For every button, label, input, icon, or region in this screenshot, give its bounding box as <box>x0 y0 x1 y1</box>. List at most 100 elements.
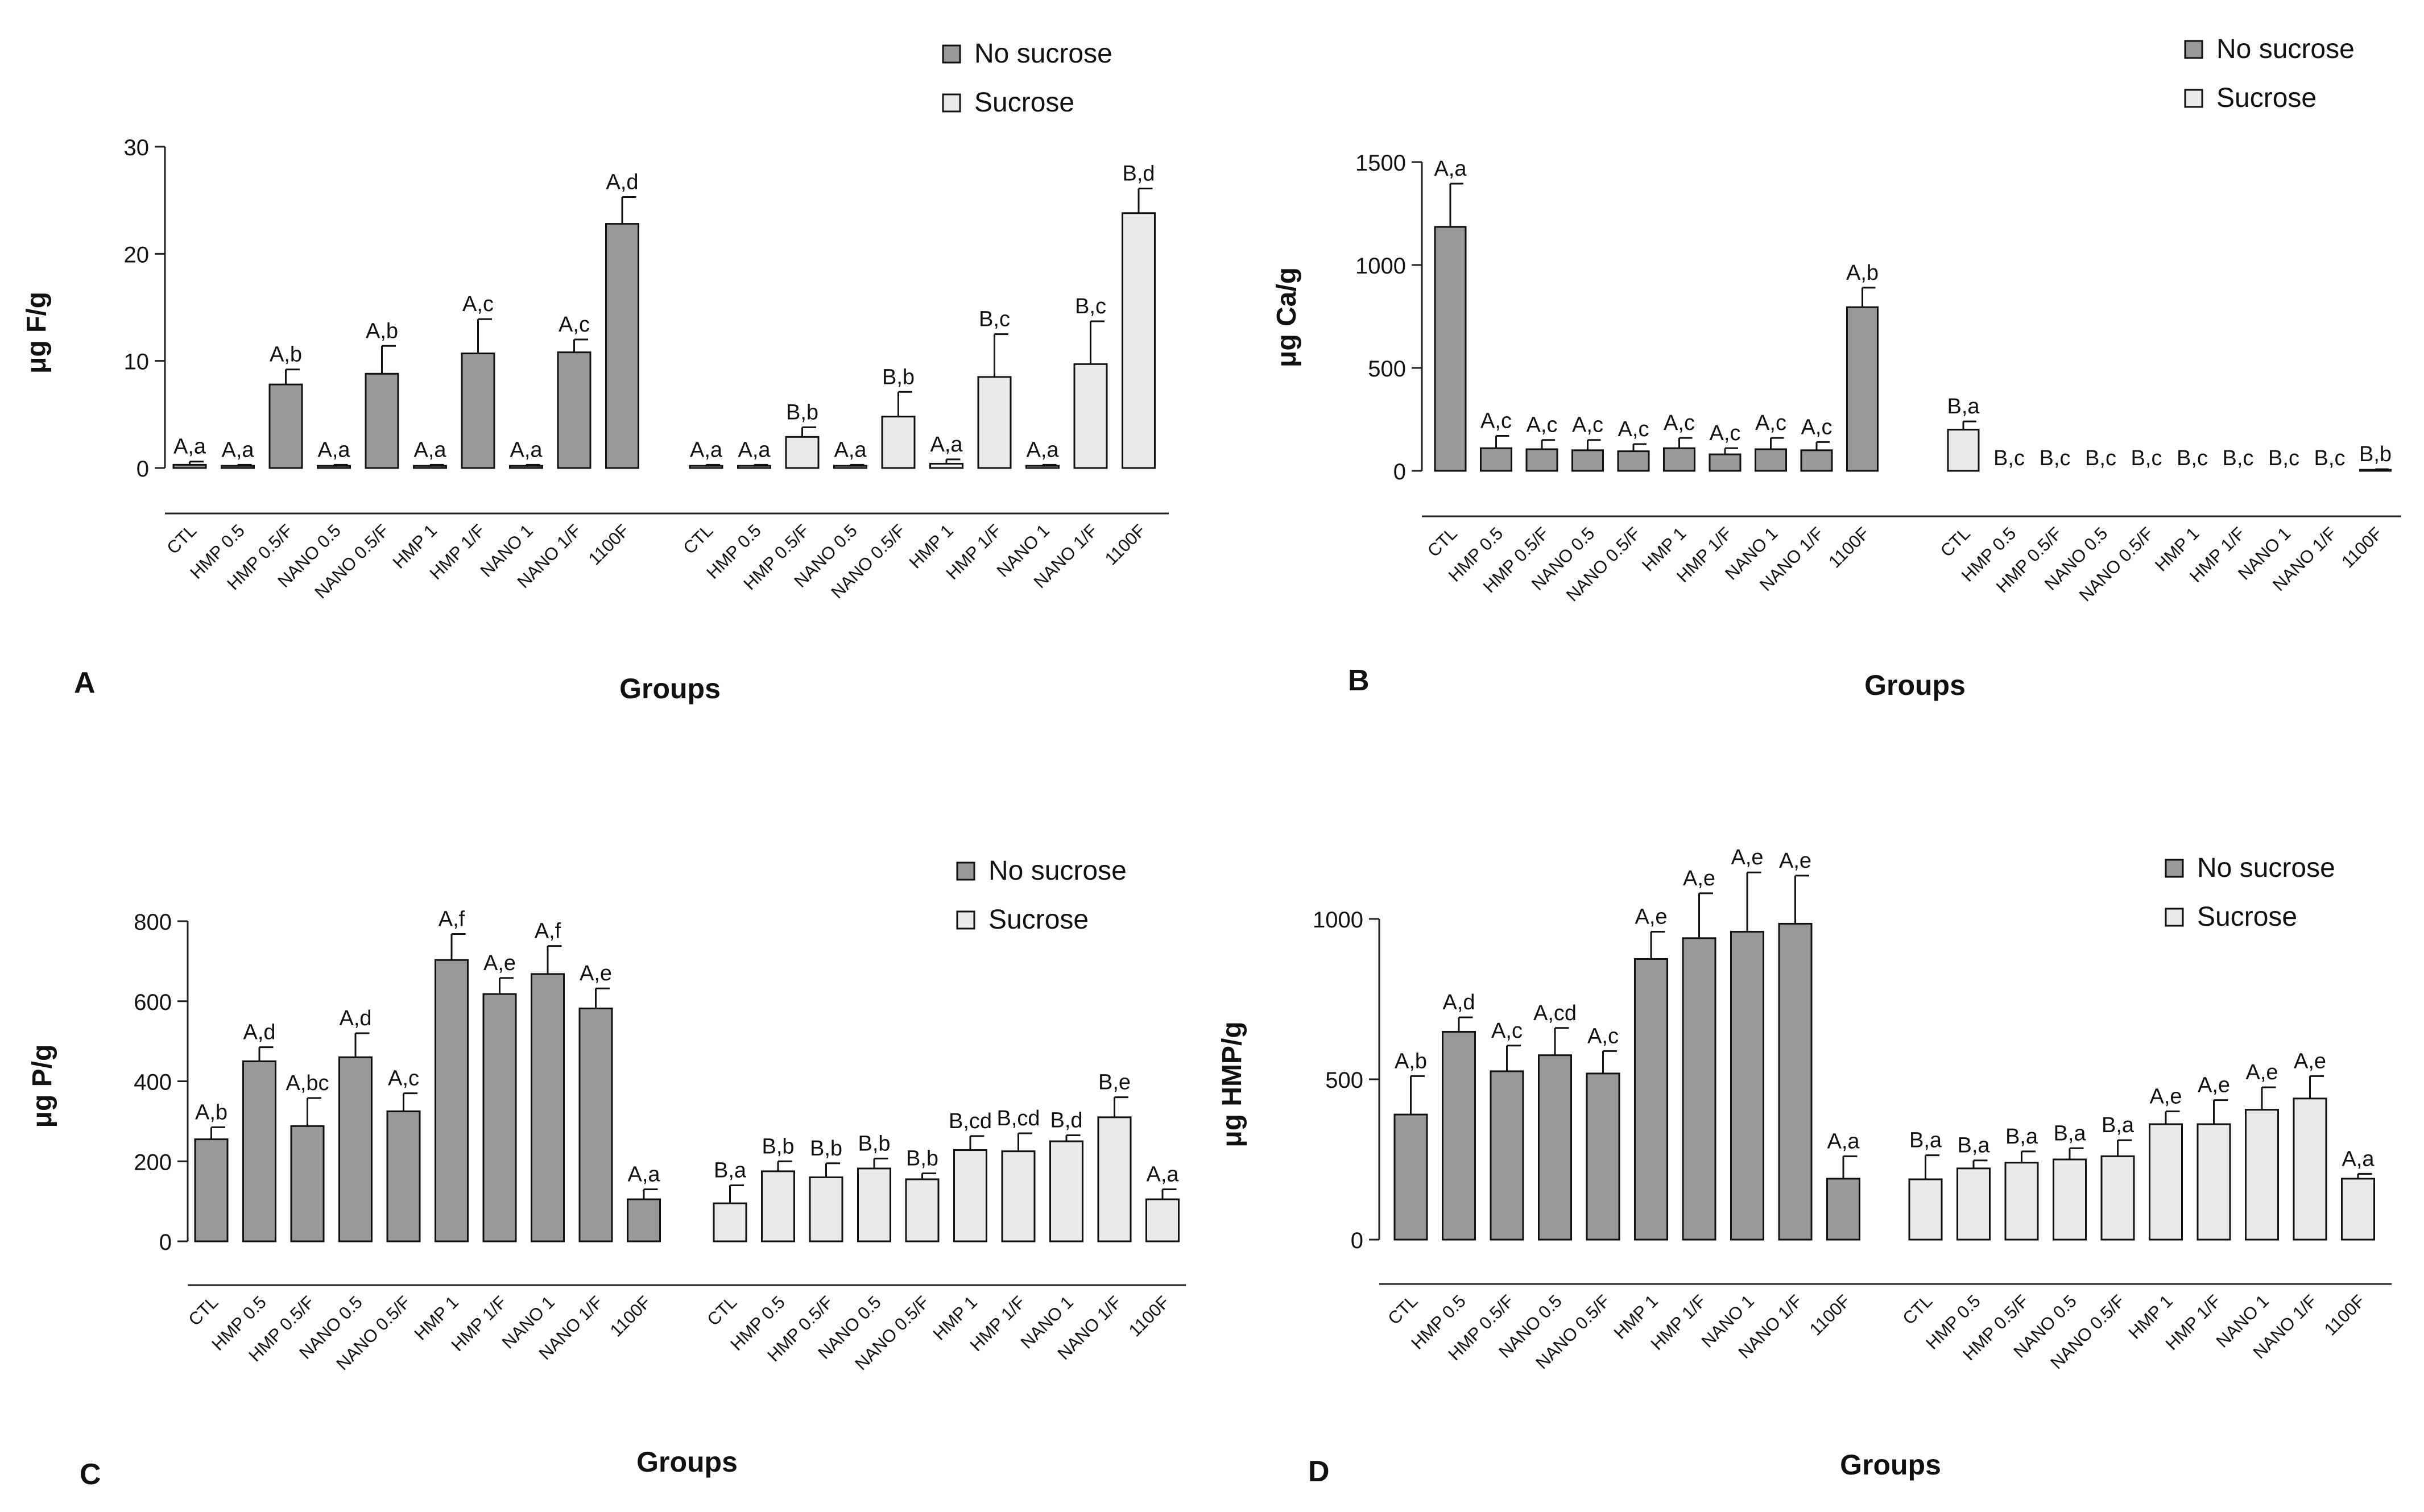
legend-label-sucrose: Sucrose <box>2197 902 2297 932</box>
data-label: B,d <box>1122 161 1155 185</box>
data-label: B,c <box>1993 446 2025 470</box>
data-label: A,a <box>2342 1147 2375 1171</box>
data-label: B,d <box>1050 1109 1082 1133</box>
bar-no-sucrose <box>290 1125 325 1242</box>
data-label: A,c <box>1710 421 1741 445</box>
data-label: B,c <box>2177 446 2208 470</box>
data-label: A,c <box>1587 1024 1619 1048</box>
bar-no-sucrose <box>482 993 517 1242</box>
data-label: A,c <box>1491 1019 1523 1043</box>
data-label: B,cd <box>996 1107 1040 1130</box>
data-label: B,c <box>2131 446 2162 470</box>
x-tick-label: CTL <box>679 520 717 558</box>
data-label: A,c <box>1618 417 1649 441</box>
data-label: A,a <box>738 438 771 462</box>
bar-no-sucrose <box>338 1056 373 1242</box>
bar-no-sucrose <box>413 465 447 469</box>
bar-no-sucrose <box>194 1138 229 1242</box>
data-label: A,a <box>413 438 446 462</box>
bar-sucrose <box>689 465 723 469</box>
bar-no-sucrose <box>172 463 207 469</box>
bar-sucrose <box>737 465 771 469</box>
bar-sucrose <box>2197 1123 2231 1241</box>
x-tick-label: 1100F <box>2338 523 2386 571</box>
data-label: B,b <box>786 400 818 424</box>
bar-no-sucrose <box>1634 958 1668 1241</box>
legend-swatch-no-sucrose <box>956 861 975 881</box>
bar-sucrose <box>1122 212 1156 469</box>
legend-swatch-no-sucrose <box>942 44 961 64</box>
bar-no-sucrose <box>242 1060 276 1242</box>
bar-no-sucrose <box>317 465 351 469</box>
x-tick-label: 1100F <box>1125 1292 1173 1340</box>
data-label: A,a <box>317 438 350 462</box>
data-label: B,c <box>2223 446 2254 470</box>
x-tick-label: CTL <box>163 520 200 558</box>
data-label: A,b <box>1846 261 1879 285</box>
y-tick-label: 600 <box>134 990 172 1015</box>
panel-label: C <box>80 1458 101 1491</box>
legend-label-sucrose: Sucrose <box>988 905 1089 935</box>
y-tick-label: 200 <box>134 1150 172 1175</box>
data-label: A,c <box>462 292 494 316</box>
bar-no-sucrose <box>1393 1113 1428 1241</box>
bar-sucrose <box>2053 1158 2087 1241</box>
y-tick-label: 500 <box>1368 357 1406 382</box>
data-label: B,b <box>810 1137 842 1161</box>
legend-label-no-sucrose: No sucrose <box>2216 34 2355 64</box>
data-label: A,e <box>1683 867 1715 890</box>
data-label: B,c <box>1075 295 1106 318</box>
bar-sucrose <box>1001 1150 1036 1242</box>
data-label: B,a <box>2053 1121 2086 1145</box>
data-label: B,a <box>1957 1134 1990 1158</box>
bar-sucrose <box>857 1167 891 1242</box>
data-label: B,b <box>2359 442 2392 466</box>
data-label: A,e <box>2245 1061 2278 1084</box>
x-tick-label: 1100F <box>585 520 633 569</box>
y-tick-label: 400 <box>134 1070 172 1095</box>
x-axis-title: Groups <box>636 1446 738 1478</box>
data-label: A,d <box>1442 991 1475 1014</box>
data-label: A,d <box>339 1006 371 1030</box>
data-label: B,a <box>1909 1129 1942 1153</box>
data-label: B,b <box>762 1134 794 1158</box>
bar-no-sucrose <box>1826 1178 1860 1241</box>
bar-sucrose <box>953 1149 987 1242</box>
data-label: A,c <box>1801 415 1833 439</box>
y-tick-label: 20 <box>124 242 150 267</box>
bar-no-sucrose <box>531 973 565 1242</box>
data-label: A,e <box>2198 1074 2230 1097</box>
bar-no-sucrose <box>268 383 303 469</box>
data-label: A,a <box>1146 1163 1179 1187</box>
y-tick-label: 500 <box>1325 1068 1363 1093</box>
y-tick-label: 0 <box>1351 1228 1363 1253</box>
bar-sucrose <box>833 465 867 469</box>
bar-no-sucrose <box>1709 453 1742 472</box>
y-axis-title: μg HMP/g <box>1217 1021 1247 1147</box>
x-tick-label: 1100F <box>1825 523 1873 571</box>
x-axis-title: Groups <box>1864 669 1966 701</box>
data-label: A,cd <box>1533 1001 1577 1025</box>
x-tick-label: 1100F <box>2320 1291 2369 1339</box>
data-label: A,c <box>559 313 590 337</box>
panel-label: B <box>1348 664 1370 697</box>
data-label: A,e <box>580 962 612 985</box>
data-label: A,e <box>483 951 516 975</box>
panel-label: D <box>1308 1455 1330 1488</box>
bar-sucrose <box>761 1170 795 1242</box>
data-label: A,d <box>606 171 638 194</box>
bar-no-sucrose <box>1682 937 1716 1241</box>
legend-label-no-sucrose: No sucrose <box>974 39 1112 69</box>
bar-sucrose <box>1956 1167 1991 1241</box>
bar-no-sucrose <box>1571 449 1604 472</box>
data-label: B,c <box>979 308 1010 332</box>
data-label: A,a <box>627 1163 660 1187</box>
data-label: A,b <box>195 1100 227 1124</box>
data-label: A,a <box>1026 438 1059 462</box>
y-tick-label: 1000 <box>1313 908 1363 933</box>
data-label: B,cd <box>949 1109 992 1133</box>
bar-no-sucrose <box>557 351 591 469</box>
bar-no-sucrose <box>365 372 399 469</box>
bar-no-sucrose <box>1434 226 1467 472</box>
bar-sucrose <box>1025 465 1060 469</box>
